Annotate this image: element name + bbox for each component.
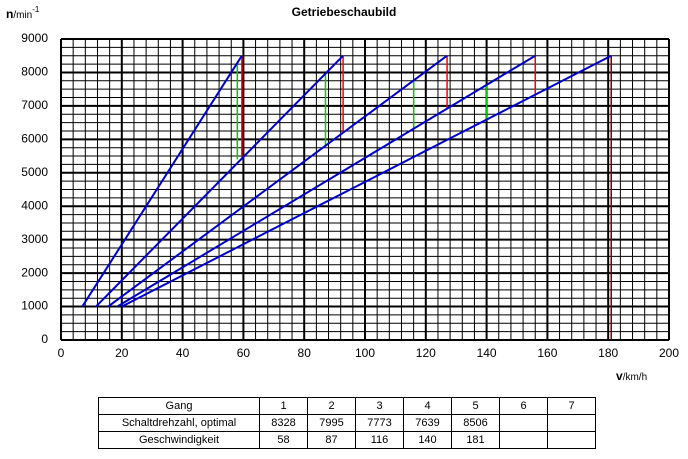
y-tick-label: 3000 <box>21 232 48 246</box>
x-tick-label: 40 <box>176 346 190 360</box>
table-cell: Geschwindigkeit <box>98 431 260 449</box>
x-tick-label: 60 <box>237 346 251 360</box>
table-row: Geschwindigkeit 58 87 116 140 181 <box>98 431 596 449</box>
x-tick-label: 140 <box>477 346 497 360</box>
table-cell: 7995 <box>307 414 356 432</box>
table-cell: 4 <box>403 397 452 415</box>
gear-line <box>81 55 243 308</box>
table-cell: 87 <box>307 431 356 449</box>
table-row: Gang 1 2 3 4 5 6 7 <box>98 397 596 415</box>
x-tick-label: 120 <box>416 346 436 360</box>
table-cell: 2 <box>307 397 356 415</box>
x-axis-label: v/km/h <box>616 369 647 383</box>
y-tick-label: 4000 <box>21 198 48 212</box>
y-axis-label: n/min-1 <box>6 5 40 21</box>
y-tick-label: 2000 <box>21 265 48 279</box>
y-tick-label: 0 <box>41 332 48 346</box>
x-tick-label: 100 <box>355 346 375 360</box>
gear-line <box>121 54 612 308</box>
table-cell <box>547 431 596 449</box>
y-tick-label: 7000 <box>21 98 48 112</box>
table-cell: 181 <box>451 431 500 449</box>
table-cell <box>499 414 548 432</box>
x-tick-label: 200 <box>659 346 679 360</box>
x-tick-label: 80 <box>298 346 312 360</box>
table-cell: 7773 <box>355 414 404 432</box>
y-tick-label: 9000 <box>21 31 48 45</box>
table-cell: 116 <box>355 431 404 449</box>
table-cell: 1 <box>259 397 308 415</box>
table-cell: 3 <box>355 397 404 415</box>
table-cell <box>499 431 548 449</box>
table-cell: Schaltdrehzahl, optimal <box>98 414 260 432</box>
table-cell: Gang <box>98 397 260 415</box>
gear-table: Gang 1 2 3 4 5 6 7 Schaltdrehzahl, optimal 8328 79… <box>98 397 596 449</box>
gear-line <box>107 54 448 308</box>
y-tick-label: 1000 <box>21 299 48 313</box>
x-tick-label: 0 <box>58 346 65 360</box>
table-row: Schaltdrehzahl, optimal 8328 7995 7773 7639 8… <box>98 414 596 432</box>
table-cell: 8328 <box>259 414 308 432</box>
x-tick-label: 160 <box>537 346 557 360</box>
x-tick-label: 20 <box>115 346 129 360</box>
table-cell: 5 <box>451 397 500 415</box>
gear-line <box>95 55 344 308</box>
table-cell: 140 <box>403 431 452 449</box>
table-cell: 58 <box>259 431 308 449</box>
y-tick-label: 6000 <box>21 132 48 146</box>
table-cell <box>547 414 596 432</box>
x-tick-label: 180 <box>598 346 618 360</box>
table-cell: 7639 <box>403 414 452 432</box>
chart-title: Getriebeschaubild <box>292 5 397 19</box>
table-cell: 7 <box>547 397 596 415</box>
y-tick-label: 5000 <box>21 165 48 179</box>
table-cell: 8506 <box>451 414 500 432</box>
table-cell: 6 <box>499 397 548 415</box>
chart: Getriebeschaubild n/min-1 v/km/h 0 20 40 60… <box>6 5 679 383</box>
gear-line <box>116 54 536 308</box>
y-tick-label: 8000 <box>21 65 48 79</box>
